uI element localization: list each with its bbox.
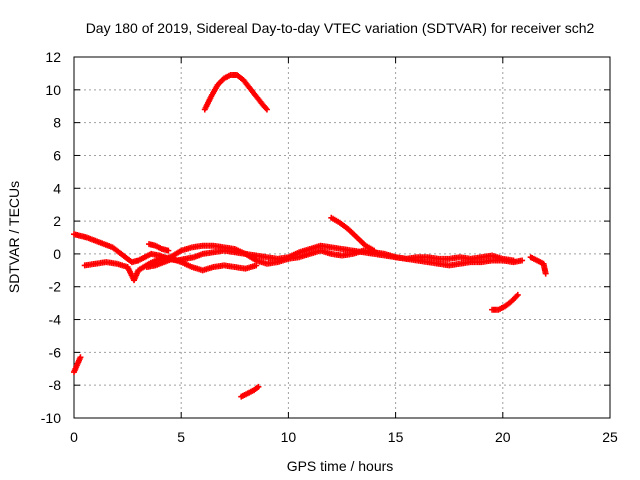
data-point-marker [253,262,260,269]
data-point-marker [371,247,378,254]
series-trace-c [143,255,260,274]
y-tick-label: 12 [45,49,61,65]
y-axis-label: SDTVAR / TECUs [6,181,22,293]
series-segment-right [489,291,521,313]
data-point-marker [510,257,517,264]
data-point-marker [519,257,526,264]
y-tick-labels: -10 -8 -6 -4 -2 0 2 4 6 8 10 12 [41,49,61,426]
series-segment-bottom-mid [238,383,262,400]
series-arc-top [201,72,270,113]
x-tick-label: 0 [70,429,78,445]
data-point-marker [514,291,521,298]
x-tick-label: 5 [177,429,185,445]
series-trace-f [527,254,549,277]
y-tick-label: 6 [53,147,61,163]
gridlines [74,57,610,418]
series-trace-b [81,242,517,284]
data-points [71,72,549,400]
plot-frame [73,56,611,419]
x-tick-label: 20 [495,429,511,445]
data-point-marker [542,270,549,277]
series-trace-e [328,214,378,254]
data-point-marker [255,383,262,390]
data-point-marker [263,106,270,113]
y-tick-label: -8 [49,377,62,393]
series-segment-bottom-left [71,354,84,376]
y-tick-label: -6 [49,344,62,360]
y-tick-label: -4 [49,312,62,328]
y-tick-label: -2 [49,279,62,295]
y-tick-label: 8 [53,115,61,131]
axis-ticks [73,56,611,419]
chart-title: Day 180 of 2019, Sidereal Day-to-day VTE… [86,20,595,36]
series-trace-d [146,241,172,254]
y-tick-label: 2 [53,213,61,229]
y-tick-label: 4 [53,180,61,196]
x-axis-label: GPS time / hours [287,458,394,474]
y-tick-label: 0 [53,246,61,262]
series-trace-a [71,231,526,269]
y-tick-label: 10 [45,82,61,98]
x-tick-label: 15 [388,429,404,445]
x-tick-label: 25 [602,429,618,445]
y-tick-label: -10 [41,410,61,426]
data-point-marker [77,354,84,361]
x-tick-labels: 0 5 10 15 20 25 [70,429,618,445]
x-tick-label: 10 [281,429,297,445]
data-point-marker [165,247,172,254]
